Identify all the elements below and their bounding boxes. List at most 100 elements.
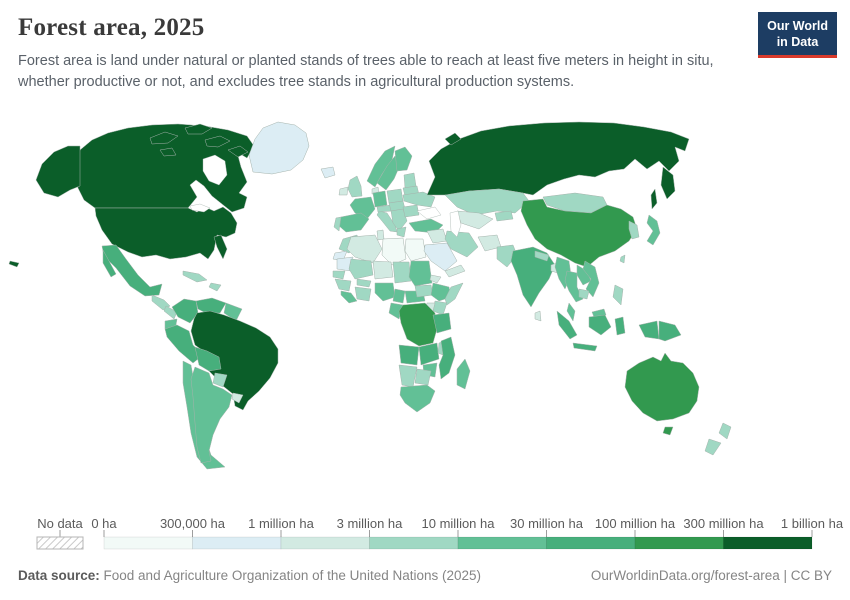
country-kyrgyzstan[interactable]: [494, 210, 514, 222]
country-canada[interactable]: [184, 123, 213, 135]
legend-bin-1[interactable]: [192, 536, 282, 550]
credit-link[interactable]: OurWorldinData.org/forest-area | CC BY: [590, 568, 832, 583]
country-australia[interactable]: [624, 352, 700, 422]
country-south-africa[interactable]: [399, 384, 436, 413]
country-senegal[interactable]: [332, 270, 346, 280]
country-indonesia[interactable]: [588, 314, 612, 336]
country-madagascar[interactable]: [456, 358, 471, 390]
country-botswana[interactable]: [414, 368, 432, 386]
country-yemen[interactable]: [444, 264, 466, 278]
country-ghana[interactable]: [354, 286, 372, 302]
country-libya[interactable]: [381, 237, 407, 266]
country-burkina-faso[interactable]: [356, 278, 372, 288]
country-new-zealand[interactable]: [704, 438, 722, 456]
country-united-states[interactable]: [213, 234, 228, 260]
country-canada[interactable]: [149, 131, 179, 145]
world-map[interactable]: [0, 105, 850, 505]
country-iceland[interactable]: [320, 166, 336, 179]
country-mexico[interactable]: [102, 249, 117, 278]
country-uzbekistan[interactable]: [456, 210, 494, 230]
country-sri-lanka[interactable]: [534, 310, 542, 322]
country-united-states[interactable]: [8, 260, 20, 268]
country-latvia[interactable]: [403, 172, 417, 189]
country-australia[interactable]: [662, 426, 674, 436]
country-indonesia[interactable]: [556, 310, 578, 340]
country-egypt[interactable]: [404, 238, 427, 262]
country-papua-new-guinea[interactable]: [658, 320, 682, 342]
country-nepal[interactable]: [534, 250, 550, 262]
country-united-kingdom[interactable]: [347, 175, 363, 198]
country-canada[interactable]: [204, 135, 231, 148]
country-spain[interactable]: [337, 212, 370, 233]
country-tanzania[interactable]: [432, 312, 452, 334]
country-paraguay[interactable]: [212, 372, 228, 388]
legend-bin-0[interactable]: [103, 536, 193, 550]
map-legend[interactable]: No data 0 ha 300,000 ha 1 million ha 3 milli…: [0, 512, 850, 556]
country-south-sudan[interactable]: [414, 284, 434, 298]
country-malaysia[interactable]: [566, 302, 576, 322]
legend-bin-5[interactable]: [546, 536, 636, 550]
country-india[interactable]: [510, 246, 556, 308]
country-malaysia[interactable]: [591, 308, 607, 318]
country-dominican-republic[interactable]: [208, 282, 222, 292]
legend-bin-4[interactable]: [457, 536, 547, 550]
country-turkey[interactable]: [408, 218, 444, 234]
country-tunisia[interactable]: [376, 229, 385, 241]
legend-bin-3[interactable]: [369, 536, 459, 550]
country-sudan[interactable]: [408, 260, 433, 287]
country-bolivia[interactable]: [194, 346, 222, 372]
country-mexico[interactable]: [101, 244, 163, 297]
country-niger[interactable]: [372, 260, 394, 280]
country-united-states[interactable]: [35, 145, 81, 198]
country-venezuela[interactable]: [195, 297, 227, 314]
country-vietnam[interactable]: [582, 260, 600, 298]
country-russia[interactable]: [650, 188, 658, 210]
country-finland[interactable]: [394, 146, 413, 172]
owid-logo[interactable]: Our World in Data: [758, 12, 837, 59]
country-poland[interactable]: [386, 188, 404, 204]
country-italy[interactable]: [376, 210, 398, 233]
country-philippines[interactable]: [612, 284, 624, 306]
country-portugal[interactable]: [333, 216, 342, 232]
country-indonesia[interactable]: [572, 342, 598, 352]
country-cuba[interactable]: [182, 270, 208, 283]
country-canada[interactable]: [159, 147, 177, 157]
country-taiwan[interactable]: [619, 254, 626, 264]
country-norway[interactable]: [366, 145, 396, 188]
country-united-states[interactable]: [94, 206, 238, 260]
country-russia[interactable]: [660, 166, 676, 200]
country-dr-congo[interactable]: [398, 302, 438, 347]
country-uruguay[interactable]: [231, 392, 244, 404]
country-mali[interactable]: [348, 258, 374, 280]
country-germany[interactable]: [372, 190, 388, 208]
country-ireland[interactable]: [338, 186, 349, 196]
country-serbia[interactable]: [390, 208, 408, 232]
country-canada[interactable]: [227, 145, 249, 158]
country-romania[interactable]: [402, 204, 420, 218]
country-south-korea[interactable]: [628, 220, 640, 240]
country-zambia[interactable]: [418, 342, 440, 366]
country-angola[interactable]: [398, 344, 420, 366]
country-indonesia[interactable]: [638, 320, 660, 340]
country-cambodia[interactable]: [578, 288, 590, 300]
country-eritrea[interactable]: [429, 274, 442, 284]
country-new-zealand[interactable]: [718, 422, 732, 440]
country-indonesia[interactable]: [614, 316, 626, 336]
country-nigeria[interactable]: [374, 282, 396, 302]
legend-bin-6[interactable]: [634, 536, 724, 550]
country-argentina[interactable]: [190, 366, 233, 464]
country-ukraine[interactable]: [402, 191, 436, 208]
country-cameroon[interactable]: [392, 288, 406, 304]
country-china[interactable]: [520, 198, 638, 268]
legend-no-data-swatch[interactable]: [36, 536, 84, 550]
country-somalia[interactable]: [444, 282, 464, 306]
country-russia[interactable]: [444, 132, 462, 146]
country-russia[interactable]: [426, 121, 690, 196]
country-nicaragua[interactable]: [163, 305, 178, 320]
country-iraq[interactable]: [426, 228, 448, 244]
country-guinea[interactable]: [334, 278, 352, 292]
country-greenland[interactable]: [248, 121, 310, 175]
legend-bin-2[interactable]: [280, 536, 370, 550]
country-chad[interactable]: [392, 261, 412, 284]
country-liberia[interactable]: [340, 290, 358, 304]
